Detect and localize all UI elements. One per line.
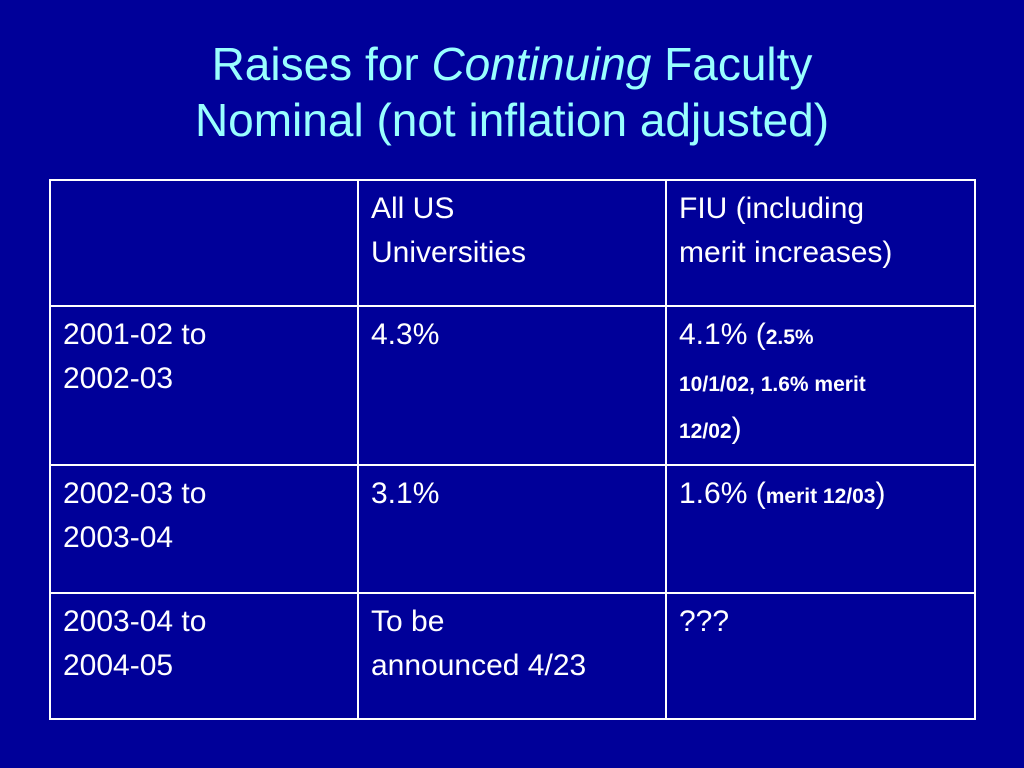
raises-table: All US Universities FIU (including merit…	[49, 179, 976, 720]
header-fiu: FIU (including merit increases)	[665, 179, 976, 307]
fiu-cell: ???	[665, 592, 976, 720]
table-header-row: All US Universities FIU (including merit…	[49, 179, 976, 307]
all-us-cell: 3.1%	[357, 464, 667, 594]
fiu-value: 4.1% (	[679, 318, 766, 351]
header-all-us-line-1: All US	[371, 192, 455, 225]
fiu-note: merit 12/03	[765, 485, 876, 508]
period-cell: 2002-03 to 2003-04	[49, 464, 359, 594]
title-emphasis: Continuing	[431, 38, 652, 90]
fiu-note-part-1: 2.5%	[765, 326, 814, 349]
period-line-1: 2001-02 to	[63, 318, 207, 351]
all-us-cell: 4.3%	[357, 305, 667, 466]
fiu-note-part-2: 10/1/02, 1.6% merit	[679, 373, 866, 396]
period-line-1: 2003-04 to	[63, 605, 207, 638]
slide-title: Raises for Continuing Faculty Nominal (n…	[0, 36, 1024, 148]
table-row: 2001-02 to 2002-03 4.3% 4.1% (2.5% 10/1/…	[49, 305, 976, 466]
header-empty-cell	[49, 179, 359, 307]
period-line-2: 2003-04	[63, 521, 174, 554]
header-all-us-line-2: Universities	[371, 236, 527, 269]
fiu-cell: 4.1% (2.5% 10/1/02, 1.6% merit 12/02)	[665, 305, 976, 466]
period-cell: 2003-04 to 2004-05	[49, 592, 359, 720]
title-line-1: Raises for Continuing Faculty	[0, 36, 1024, 92]
header-fiu-line-2: merit increases)	[679, 236, 893, 269]
all-us-cell: To be announced 4/23	[357, 592, 667, 720]
fiu-note-part-3: 12/02	[679, 420, 732, 443]
table-row: 2003-04 to 2004-05 To be announced 4/23 …	[49, 592, 976, 720]
period-line-2: 2004-05	[63, 649, 174, 682]
all-us-line-2: announced 4/23	[371, 649, 587, 682]
title-suffix: Faculty	[651, 38, 813, 90]
header-fiu-line-1: FIU (including	[679, 192, 865, 225]
table-row: 2002-03 to 2003-04 3.1% 1.6% (merit 12/0…	[49, 464, 976, 594]
all-us-value: 3.1%	[371, 477, 440, 510]
period-cell: 2001-02 to 2002-03	[49, 305, 359, 466]
fiu-value: ???	[679, 605, 730, 638]
all-us-line-1: To be	[371, 605, 445, 638]
fiu-close-paren: )	[875, 477, 886, 510]
title-line-2: Nominal (not inflation adjusted)	[194, 94, 830, 146]
header-all-us-universities: All US Universities	[357, 179, 667, 307]
fiu-value: 1.6% (	[679, 477, 766, 510]
period-line-1: 2002-03 to	[63, 477, 207, 510]
all-us-value: 4.3%	[371, 318, 440, 351]
period-line-2: 2002-03	[63, 362, 174, 395]
fiu-close-paren: )	[731, 412, 742, 445]
title-prefix: Raises for	[211, 38, 432, 90]
fiu-cell: 1.6% (merit 12/03)	[665, 464, 976, 594]
